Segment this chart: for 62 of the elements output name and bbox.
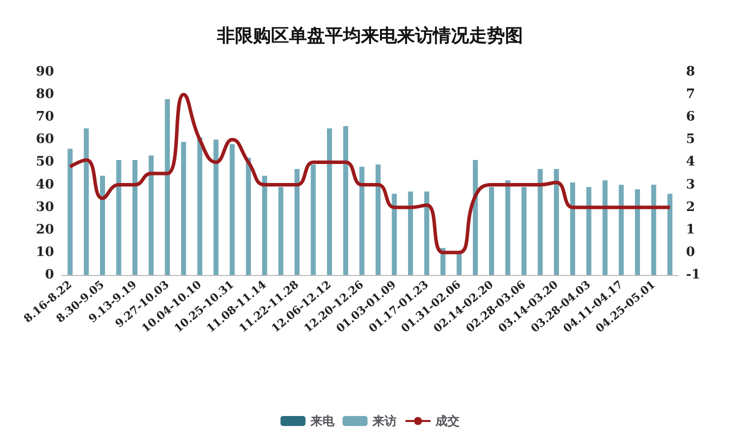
- bar: [246, 158, 251, 275]
- y2-tick-label: 3: [686, 177, 696, 192]
- bar: [84, 128, 89, 275]
- y2-tick-label: 8: [686, 64, 696, 80]
- bar: [197, 137, 202, 275]
- y2-tick-label: 4: [686, 154, 696, 170]
- bar: [116, 160, 122, 275]
- bar: [100, 176, 106, 275]
- y-tick-label: 10: [36, 244, 54, 260]
- bar: [634, 189, 640, 275]
- bar: [262, 176, 268, 275]
- y2-tick-label: -1: [686, 268, 700, 282]
- legend-label: 来电: [310, 414, 336, 428]
- y2-tick-label: 0: [686, 244, 696, 260]
- bar: [522, 187, 526, 275]
- bar: [554, 168, 559, 275]
- bar: [164, 99, 170, 275]
- y2-tick-label: 6: [686, 110, 696, 125]
- y-tick-label: 80: [36, 87, 54, 102]
- bar: [424, 192, 430, 275]
- bar: [310, 164, 316, 275]
- bar: [618, 184, 624, 275]
- bar: [586, 187, 592, 275]
- legend-label: 来访: [372, 414, 396, 428]
- bar: [602, 180, 608, 275]
- bar: [326, 128, 332, 275]
- bar: [489, 187, 494, 275]
- y-tick-label: 60: [36, 132, 54, 148]
- y-tick-label: 20: [36, 222, 54, 238]
- bar: [570, 182, 576, 275]
- bar: [667, 194, 672, 275]
- bar: [132, 160, 138, 275]
- bar: [651, 184, 656, 275]
- bar: [214, 140, 218, 275]
- y-tick-label: 70: [36, 110, 54, 125]
- y2-tick-label: 2: [686, 200, 696, 215]
- y2-tick-label: 1: [686, 222, 696, 238]
- bar: [376, 164, 381, 275]
- y2-tick-label: 5: [686, 132, 696, 148]
- y-tick-label: 50: [36, 154, 54, 170]
- bar: [68, 148, 73, 275]
- bar: [408, 192, 414, 275]
- bar: [294, 168, 300, 275]
- bar: [148, 155, 154, 275]
- bar: [456, 252, 462, 275]
- bar: [538, 168, 543, 275]
- bar: [392, 194, 397, 275]
- bar: [230, 144, 235, 275]
- bar: [359, 166, 364, 275]
- line-series: [68, 92, 672, 254]
- bar: [505, 180, 510, 275]
- y-tick-label: 0: [44, 268, 54, 282]
- bar: [472, 160, 478, 275]
- bar: [343, 126, 348, 275]
- chart-title: 非限购区单盘平均来电来访情况走势图: [216, 26, 523, 46]
- y-tick-label: 40: [36, 177, 54, 192]
- bar: [181, 142, 186, 275]
- bar: [278, 187, 284, 275]
- y-tick-label: 30: [36, 200, 54, 215]
- y-tick-label: 90: [36, 64, 54, 80]
- y2-tick-label: 7: [686, 87, 696, 102]
- legend-label: 成交: [434, 414, 460, 428]
